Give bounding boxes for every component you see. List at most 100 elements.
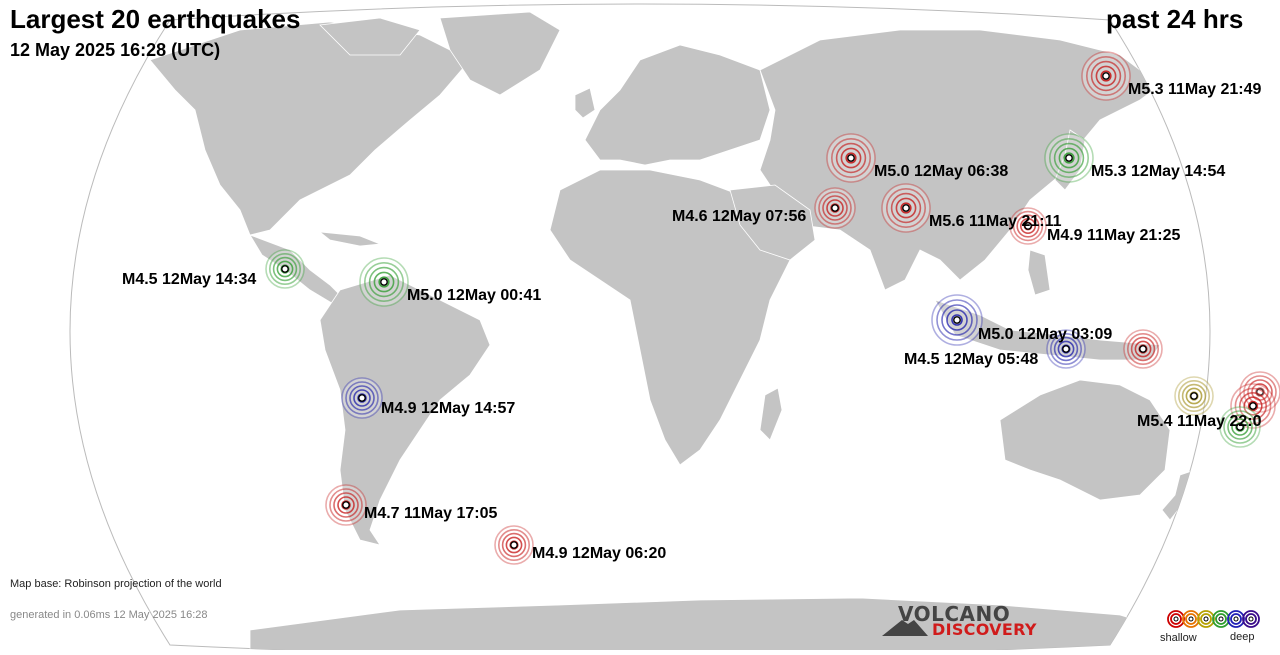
legend-dot — [1218, 616, 1224, 622]
marker-ring — [1063, 152, 1075, 164]
marker-ring — [826, 199, 844, 217]
marker-ring — [840, 147, 862, 169]
marker-ring — [1057, 340, 1075, 358]
marker-ring — [1019, 218, 1036, 235]
legend-ring — [1227, 610, 1245, 628]
legend-deep: deep — [1230, 631, 1255, 643]
earthquake-marker[interactable] — [341, 377, 383, 419]
earthquake-label: M5.3 12May 14:54 — [1091, 163, 1225, 180]
marker-ring — [1090, 60, 1122, 92]
marker-ring — [1243, 375, 1277, 409]
earthquake-marker[interactable] — [1174, 376, 1214, 416]
earthquake-marker[interactable] — [1009, 207, 1047, 245]
legend-ring — [1230, 613, 1242, 625]
marker-ring — [830, 203, 840, 213]
marker-ring — [1234, 387, 1272, 425]
marker-ring — [818, 191, 852, 225]
generated-note: generated in 0.06ms 12 May 2025 16:28 — [10, 609, 208, 621]
marker-ring — [1247, 400, 1259, 412]
earthquake-marker[interactable] — [325, 484, 367, 526]
marker-ring — [368, 266, 400, 298]
marker-ring — [333, 492, 359, 518]
marker-ring — [1235, 422, 1245, 432]
land-south-america — [319, 274, 491, 546]
marker-ring — [835, 142, 867, 174]
marker-ring — [272, 256, 298, 282]
earthquake-marker[interactable] — [1046, 329, 1086, 369]
land-uk — [574, 87, 596, 119]
volcano-discovery-logo[interactable]: VOLCANO DISCOVERY — [880, 602, 1040, 642]
land-arctic-islands — [319, 17, 421, 56]
marker-ring — [941, 304, 973, 336]
legend-ring — [1170, 613, 1182, 625]
land-africa — [549, 169, 791, 466]
marker-ring — [895, 197, 917, 219]
earthquake-marker[interactable] — [359, 257, 409, 307]
marker-center — [510, 541, 518, 549]
land-madagascar — [759, 387, 783, 441]
marker-ring — [501, 532, 527, 558]
marker-ring — [1178, 379, 1211, 412]
marker-ring — [329, 488, 363, 522]
earthquake-marker[interactable] — [1219, 406, 1261, 448]
earthquake-marker[interactable] — [814, 187, 856, 229]
marker-ring — [936, 299, 978, 341]
marker-ring — [357, 393, 367, 403]
marker-center — [1102, 72, 1110, 80]
marker-center — [1024, 222, 1032, 230]
marker-center — [831, 204, 839, 212]
marker-center — [380, 278, 388, 286]
earthquake-label: M4.7 11May 17:05 — [364, 505, 498, 522]
marker-ring — [505, 536, 523, 554]
marker-ring — [1095, 65, 1117, 87]
legend-dot — [1203, 616, 1209, 622]
legend-ring — [1167, 610, 1185, 628]
marker-center — [342, 501, 350, 509]
earthquake-label: M4.5 12May 14:34 — [122, 271, 256, 288]
marker-ring — [268, 253, 301, 286]
marker-ring — [1130, 336, 1156, 362]
marker-ring — [1016, 214, 1040, 238]
earthquake-label: M4.5 12May 05:48 — [904, 351, 1038, 368]
earthquake-label: M5.6 11May 21:11 — [929, 213, 1062, 230]
earthquake-label: M4.9 12May 06:20 — [532, 545, 666, 562]
marker-ring — [1012, 210, 1044, 242]
marker-ring — [1127, 332, 1160, 365]
earthquake-marker[interactable] — [826, 133, 876, 183]
marker-ring — [497, 528, 530, 561]
marker-ring — [1231, 418, 1249, 436]
marker-ring — [1185, 387, 1203, 405]
earthquake-label: M5.0 12May 03:09 — [978, 326, 1112, 343]
earthquake-marker[interactable] — [1230, 383, 1276, 429]
earthquake-marker[interactable] — [265, 249, 305, 289]
marker-ring — [1053, 142, 1085, 174]
land-australia — [999, 379, 1171, 501]
earthquake-marker[interactable] — [881, 183, 931, 233]
page-title: Largest 20 earthquakes — [10, 4, 301, 34]
legend-dot — [1188, 616, 1194, 622]
earthquake-marker[interactable] — [1123, 329, 1163, 369]
marker-ring — [1255, 387, 1265, 397]
marker-ring — [830, 138, 871, 179]
marker-center — [902, 204, 910, 212]
logo-text-discovery: DISCOVERY — [932, 620, 1037, 639]
earthquake-marker[interactable] — [494, 525, 534, 565]
legend-dot — [1248, 616, 1254, 622]
marker-ring — [1058, 147, 1080, 169]
earthquake-marker[interactable] — [1081, 51, 1131, 101]
legend-shallow: shallow — [1160, 632, 1197, 644]
earthquake-marker[interactable] — [931, 294, 983, 346]
marker-ring — [900, 202, 912, 214]
earthquake-label: M4.6 12May 07:56 — [672, 208, 806, 225]
marker-ring — [345, 381, 379, 415]
land-antarctica — [249, 597, 1201, 655]
marker-center — [1139, 345, 1147, 353]
land-greenland — [439, 11, 561, 96]
earthquake-marker[interactable] — [1044, 133, 1094, 183]
marker-ring — [373, 271, 395, 293]
marker-ring — [890, 192, 922, 224]
marker-ring — [1181, 383, 1207, 409]
earthquake-label: M5.3 11May 21:49 — [1128, 81, 1262, 98]
marker-ring — [845, 152, 857, 164]
